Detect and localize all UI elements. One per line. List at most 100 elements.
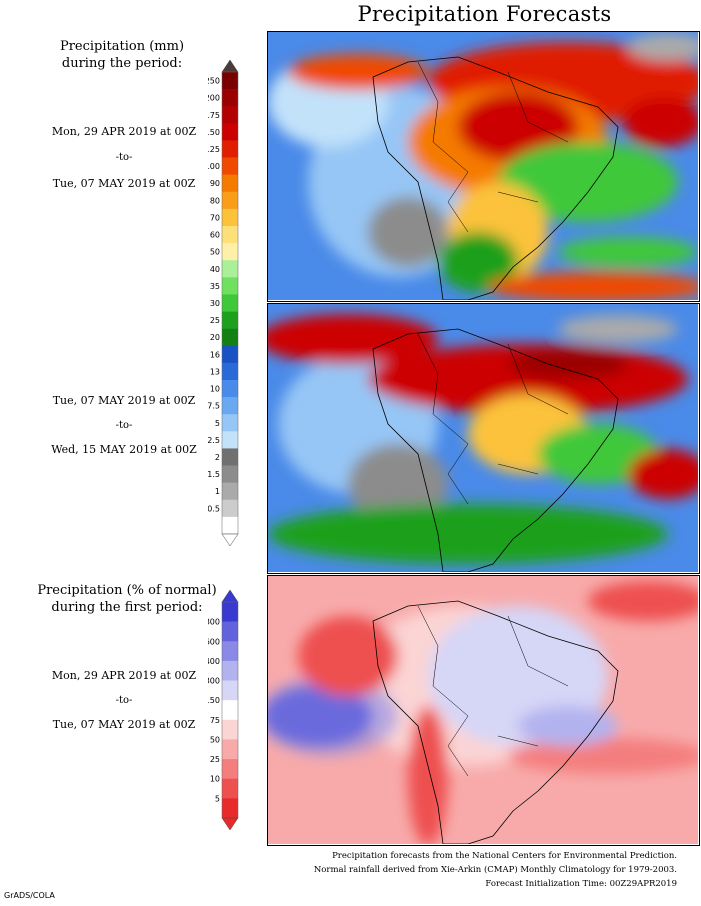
colorbar-label: 20 xyxy=(210,333,220,342)
footer-line3: Forecast Initialization Time: 00Z29APR20… xyxy=(485,879,677,889)
colorbar-label: 25 xyxy=(210,755,220,764)
colorbar-bottom-arrow xyxy=(221,817,239,831)
colorbar-swatch xyxy=(222,798,238,819)
colorbar-label: 60 xyxy=(210,231,220,240)
colorbar-swatch xyxy=(222,680,238,701)
colorbar-label: 50 xyxy=(210,735,220,744)
colorbar-swatch xyxy=(222,123,238,141)
pct-period-start: Mon, 29 APR 2019 at 00Z xyxy=(51,669,197,682)
colorbar-label: 1.5 xyxy=(208,470,220,479)
colorbar-swatch xyxy=(222,106,238,124)
colorbar-swatch xyxy=(222,482,238,501)
colorbar-swatch xyxy=(222,208,238,227)
colorbar-label: 5 xyxy=(215,794,220,803)
colorbar-label: 50 xyxy=(210,248,220,257)
colorbar-swatch xyxy=(222,362,238,381)
pct-period-to: -to- xyxy=(115,695,133,706)
colorbar-swatch xyxy=(222,226,238,244)
colorbar-swatch xyxy=(222,759,238,780)
colorbar-label: 175 xyxy=(208,111,220,120)
pct-colorbar-swatches: 800 600 400 300 150 75 50 25 10 5 xyxy=(205,589,239,831)
colorbar-label: 75 xyxy=(210,716,220,725)
colorbar-top-arrow xyxy=(221,59,239,73)
pct-heading: Precipitation (% of normal) during the f… xyxy=(22,582,232,616)
colorbar-swatch xyxy=(222,719,238,740)
colorbar-label: 400 xyxy=(208,657,220,666)
colorbar-swatch xyxy=(222,778,238,799)
colorbar-swatch xyxy=(222,465,238,483)
colorbar-label: 250 xyxy=(208,77,220,86)
colorbar-swatch xyxy=(222,345,238,364)
map-week1-precip xyxy=(267,31,700,302)
pct-heading-line1: Precipitation (% of normal) xyxy=(37,583,217,598)
pct-colorbar: 800 600 400 300 150 75 50 25 10 5 xyxy=(205,588,268,833)
colorbar-swatch xyxy=(222,89,238,107)
colorbar-label: 25 xyxy=(210,316,220,325)
colorbar-label: 10 xyxy=(210,385,220,394)
page-title: Precipitation Forecasts xyxy=(357,2,612,26)
colorbar-label: 35 xyxy=(210,282,220,291)
colorbar-swatch xyxy=(222,397,238,415)
colorbar-swatch xyxy=(222,157,238,175)
colorbar-label: 16 xyxy=(210,350,220,359)
colorbar-label: 2.5 xyxy=(208,436,220,445)
colorbar-label: 10 xyxy=(210,775,220,784)
colorbar-swatch xyxy=(222,431,238,449)
colorbar-label: 70 xyxy=(210,213,220,222)
colorbar-bottom-arrow xyxy=(221,533,239,547)
mm-heading-line1: Precipitation (mm) xyxy=(59,39,185,54)
colorbar-label: 13 xyxy=(210,367,220,376)
colorbar-swatch xyxy=(222,448,238,466)
pct-heading-line2: during the first period: xyxy=(51,600,203,615)
colorbar-label: 125 xyxy=(208,145,220,154)
pct-period-end: Tue, 07 MAY 2019 at 00Z xyxy=(52,718,196,731)
period1-end: Tue, 07 MAY 2019 at 00Z xyxy=(52,177,196,190)
colorbar-label: 5 xyxy=(215,419,220,428)
colorbar-swatch xyxy=(222,641,238,662)
colorbar-swatch xyxy=(222,311,238,329)
footer: Precipitation forecasts from the Nationa… xyxy=(237,849,677,891)
colorbar-label: 90 xyxy=(210,179,220,188)
period2-to: -to- xyxy=(115,420,133,431)
map-percent-normal xyxy=(267,575,700,846)
mm-heading-line2: during the period: xyxy=(61,56,183,71)
colorbar-label: 30 xyxy=(210,299,220,308)
colorbar-label: 300 xyxy=(208,677,220,686)
colorbar-swatch xyxy=(222,277,238,295)
credit: GrADS/COLA xyxy=(4,891,55,900)
colorbar-swatch xyxy=(222,499,238,518)
colorbar-label: 40 xyxy=(210,265,220,274)
colorbar-swatch xyxy=(222,191,238,210)
colorbar-swatch xyxy=(222,72,238,90)
colorbar-swatch xyxy=(222,380,238,398)
colorbar-swatch xyxy=(222,516,238,535)
period2-start: Tue, 07 MAY 2019 at 00Z xyxy=(52,394,196,407)
colorbar-swatch xyxy=(222,243,238,261)
colorbar-swatch xyxy=(222,260,238,278)
footer-line1: Precipitation forecasts from the Nationa… xyxy=(332,851,677,861)
colorbar-swatch xyxy=(222,140,238,158)
colorbar-swatch xyxy=(222,328,238,347)
colorbar-label: 80 xyxy=(210,196,220,205)
colorbar-swatch xyxy=(222,660,238,681)
mm-colorbar-swatches: 2502001751501251009080706050403530252016… xyxy=(205,59,239,547)
colorbar-label: 100 xyxy=(208,162,220,171)
colorbar-label: 200 xyxy=(208,94,220,103)
mm-colorbar: 2502001751501251009080706050403530252016… xyxy=(205,58,268,548)
colorbar-swatch xyxy=(222,174,238,193)
colorbar-label: 2 xyxy=(215,453,220,462)
colorbar-swatch xyxy=(222,739,238,760)
footer-line2: Normal rainfall derived from Xie-Arkin (… xyxy=(313,865,677,875)
colorbar-label: 600 xyxy=(208,637,220,646)
colorbar-top-arrow xyxy=(221,589,239,603)
colorbar-label: 150 xyxy=(208,696,220,705)
colorbar-label: 7.5 xyxy=(208,402,220,411)
colorbar-swatch xyxy=(222,294,238,312)
colorbar-label: 800 xyxy=(208,618,220,627)
colorbar-label: 1 xyxy=(215,487,220,496)
period1-to: -to- xyxy=(115,152,133,163)
period2-end: Wed, 15 MAY 2019 at 00Z xyxy=(51,443,197,456)
colorbar-label: 0.5 xyxy=(208,504,220,513)
map-week2-precip xyxy=(267,303,700,574)
colorbar-swatch xyxy=(222,602,238,622)
